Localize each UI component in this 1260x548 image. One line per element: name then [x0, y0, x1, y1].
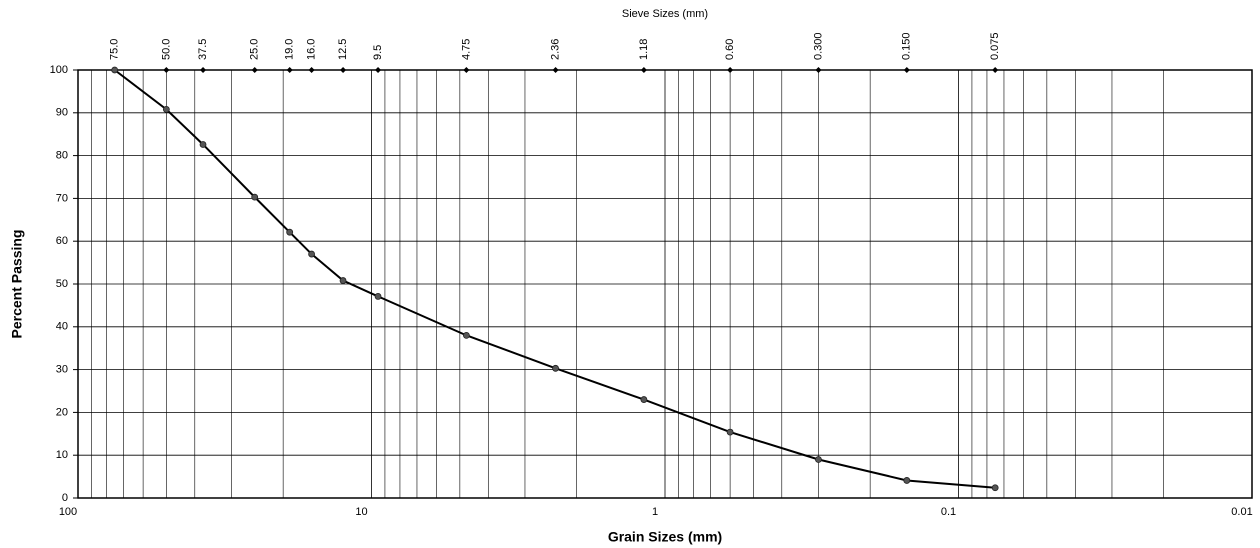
top-tick-mark [463, 67, 470, 73]
data-point [374, 293, 382, 300]
y-tick-label: 90 [56, 107, 68, 119]
data-point [991, 484, 999, 492]
y-tick-label: 20 [56, 406, 68, 418]
y-tick-label: 0 [62, 492, 68, 504]
y-axis-label: Percent Passing [9, 230, 25, 339]
top-tick-mark [640, 67, 647, 73]
top-tick-label: 50.0 [160, 39, 172, 60]
data-point [552, 364, 559, 372]
top-tick-label: 0.300 [812, 32, 824, 60]
top-tick-label: 2.36 [549, 39, 561, 60]
top-tick-label: 0.075 [989, 32, 1001, 60]
top-tick-label: 12.5 [337, 39, 349, 60]
top-tick-mark [727, 67, 734, 73]
data-point [903, 477, 911, 484]
top-tick-mark [308, 67, 315, 73]
data-point [111, 66, 119, 74]
data-point [815, 456, 822, 463]
data-point [640, 396, 648, 403]
top-tick-label: 4.75 [460, 39, 472, 60]
top-tick-label: 75.0 [109, 39, 121, 60]
top-tick-mark [163, 67, 170, 73]
top-tick-label: 0.150 [901, 32, 913, 60]
top-tick-mark [552, 67, 559, 73]
data-point [726, 428, 734, 436]
y-tick-label: 40 [56, 321, 68, 333]
x-axis-label: Grain Sizes (mm) [608, 529, 722, 545]
top-tick-mark [815, 67, 822, 73]
top-tick-label: 19.0 [284, 39, 296, 60]
top-tick-label: 0.60 [724, 39, 736, 60]
top-tick-mark [286, 67, 293, 73]
data-point [308, 250, 315, 258]
plot-frame [77, 69, 1253, 499]
y-tick-label: 60 [56, 235, 68, 247]
top-axis-title: Sieve Sizes (mm) [622, 8, 708, 20]
top-tick-mark [251, 67, 258, 73]
y-tick-label: 100 [50, 64, 68, 76]
data-point [286, 228, 294, 236]
data-point [462, 331, 470, 339]
top-tick-label: 37.5 [197, 39, 209, 60]
x-tick-label: 100 [59, 506, 77, 518]
y-tick-label: 80 [56, 150, 68, 162]
x-tick-label: 0.01 [1231, 506, 1252, 518]
x-tick-label: 10 [355, 506, 367, 518]
data-point [251, 193, 259, 201]
y-tick-label: 50 [56, 278, 68, 290]
top-tick-mark [992, 67, 999, 73]
data-point [162, 105, 170, 113]
top-tick-mark [375, 67, 382, 73]
top-tick-label: 16.0 [305, 39, 317, 60]
y-tick-label: 30 [56, 364, 68, 376]
top-tick-mark [340, 67, 347, 73]
top-tick-mark [903, 67, 910, 73]
y-tick-label: 10 [56, 449, 68, 461]
y-tick-label: 70 [56, 192, 68, 204]
top-tick-label: 1.18 [638, 39, 650, 60]
top-tick-label: 9.5 [372, 45, 384, 60]
series-line [114, 69, 996, 489]
x-tick-label: 0.1 [941, 506, 956, 518]
data-point [199, 141, 207, 148]
top-tick-label: 25.0 [249, 39, 261, 60]
x-tick-label: 1 [652, 506, 658, 518]
data-point [339, 277, 347, 284]
top-tick-mark [200, 67, 207, 73]
